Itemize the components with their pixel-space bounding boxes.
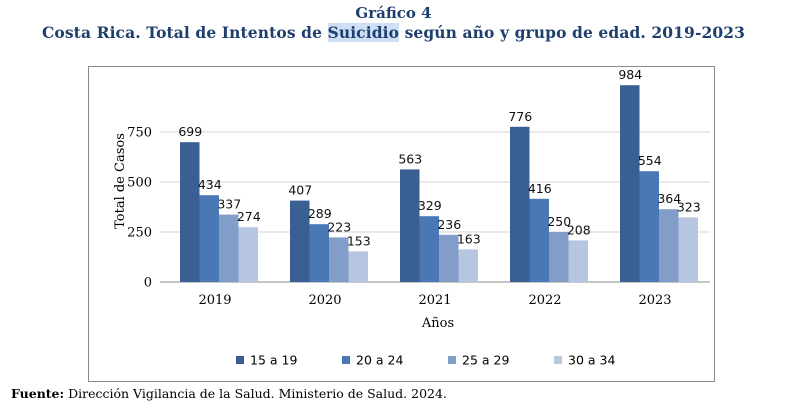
x-axis-title: Años [421, 316, 454, 331]
data-label: 289 [308, 206, 332, 221]
bar [620, 85, 640, 282]
bar [639, 171, 659, 282]
data-label: 208 [567, 222, 591, 237]
bar [309, 224, 329, 282]
bar [568, 240, 588, 282]
legend-swatch [236, 356, 244, 364]
data-label: 153 [347, 233, 371, 248]
legend-swatch [554, 356, 562, 364]
bar [400, 169, 420, 282]
data-label: 699 [178, 124, 202, 139]
figure-label: Gráfico 4 [355, 4, 432, 22]
bar [238, 227, 258, 282]
bar [439, 234, 459, 282]
chart-title-highlight: Suicidio [327, 23, 400, 42]
legend-label: 30 a 34 [568, 353, 615, 368]
data-label: 554 [638, 153, 662, 168]
y-axis-title: Total de Casos [113, 133, 128, 229]
bar [180, 142, 200, 282]
chart-title-part-2: según año y grupo de edad. 2019-2023 [399, 23, 746, 42]
data-label: 416 [528, 181, 552, 196]
data-label: 329 [418, 198, 442, 213]
x-tick-label: 2022 [528, 293, 561, 308]
chart-area-frame [88, 66, 715, 382]
y-tick-label: 750 [127, 126, 152, 141]
bar [348, 251, 368, 282]
x-tick-label: 2021 [418, 293, 451, 308]
x-tick-label: 2019 [198, 293, 231, 308]
bar [419, 216, 439, 282]
data-label: 364 [657, 191, 681, 206]
bar [329, 237, 349, 282]
chart-title: Costa Rica. Total de Intentos de Suicidi… [0, 23, 787, 42]
x-tick-label: 2023 [638, 293, 671, 308]
data-label: 563 [398, 151, 422, 166]
data-label: 250 [547, 214, 571, 229]
data-label: 323 [677, 199, 701, 214]
data-label: 274 [237, 209, 261, 224]
legend-swatch [342, 356, 350, 364]
bar [510, 126, 530, 282]
bar [549, 232, 569, 282]
data-label: 337 [217, 197, 241, 212]
source-note: Fuente: Dirección Vigilancia de la Salud… [11, 386, 447, 401]
legend-label: 20 a 24 [356, 353, 403, 368]
bar [678, 217, 698, 282]
bar [659, 209, 679, 282]
legend-swatch [448, 356, 456, 364]
data-label: 984 [618, 67, 642, 82]
legend-label: 15 a 19 [250, 353, 297, 368]
y-tick-label: 250 [127, 226, 152, 241]
bar [199, 195, 219, 282]
data-label: 163 [457, 231, 481, 246]
x-tick-label: 2020 [308, 293, 341, 308]
bar [290, 200, 310, 282]
data-label: 434 [198, 177, 222, 192]
bar [219, 214, 239, 282]
data-label: 223 [327, 219, 351, 234]
data-label: 776 [508, 109, 532, 124]
bar [529, 198, 549, 282]
y-tick-label: 0 [144, 276, 152, 291]
source-prefix: Fuente: [11, 386, 65, 401]
data-label: 236 [437, 217, 461, 232]
source-text: Dirección Vigilancia de la Salud. Minist… [64, 386, 447, 401]
bar [458, 249, 478, 282]
y-tick-label: 500 [127, 176, 152, 191]
chart-title-part-1: Costa Rica. Total de Intentos de [41, 23, 328, 42]
legend-label: 25 a 29 [462, 353, 509, 368]
data-label: 407 [288, 183, 312, 198]
